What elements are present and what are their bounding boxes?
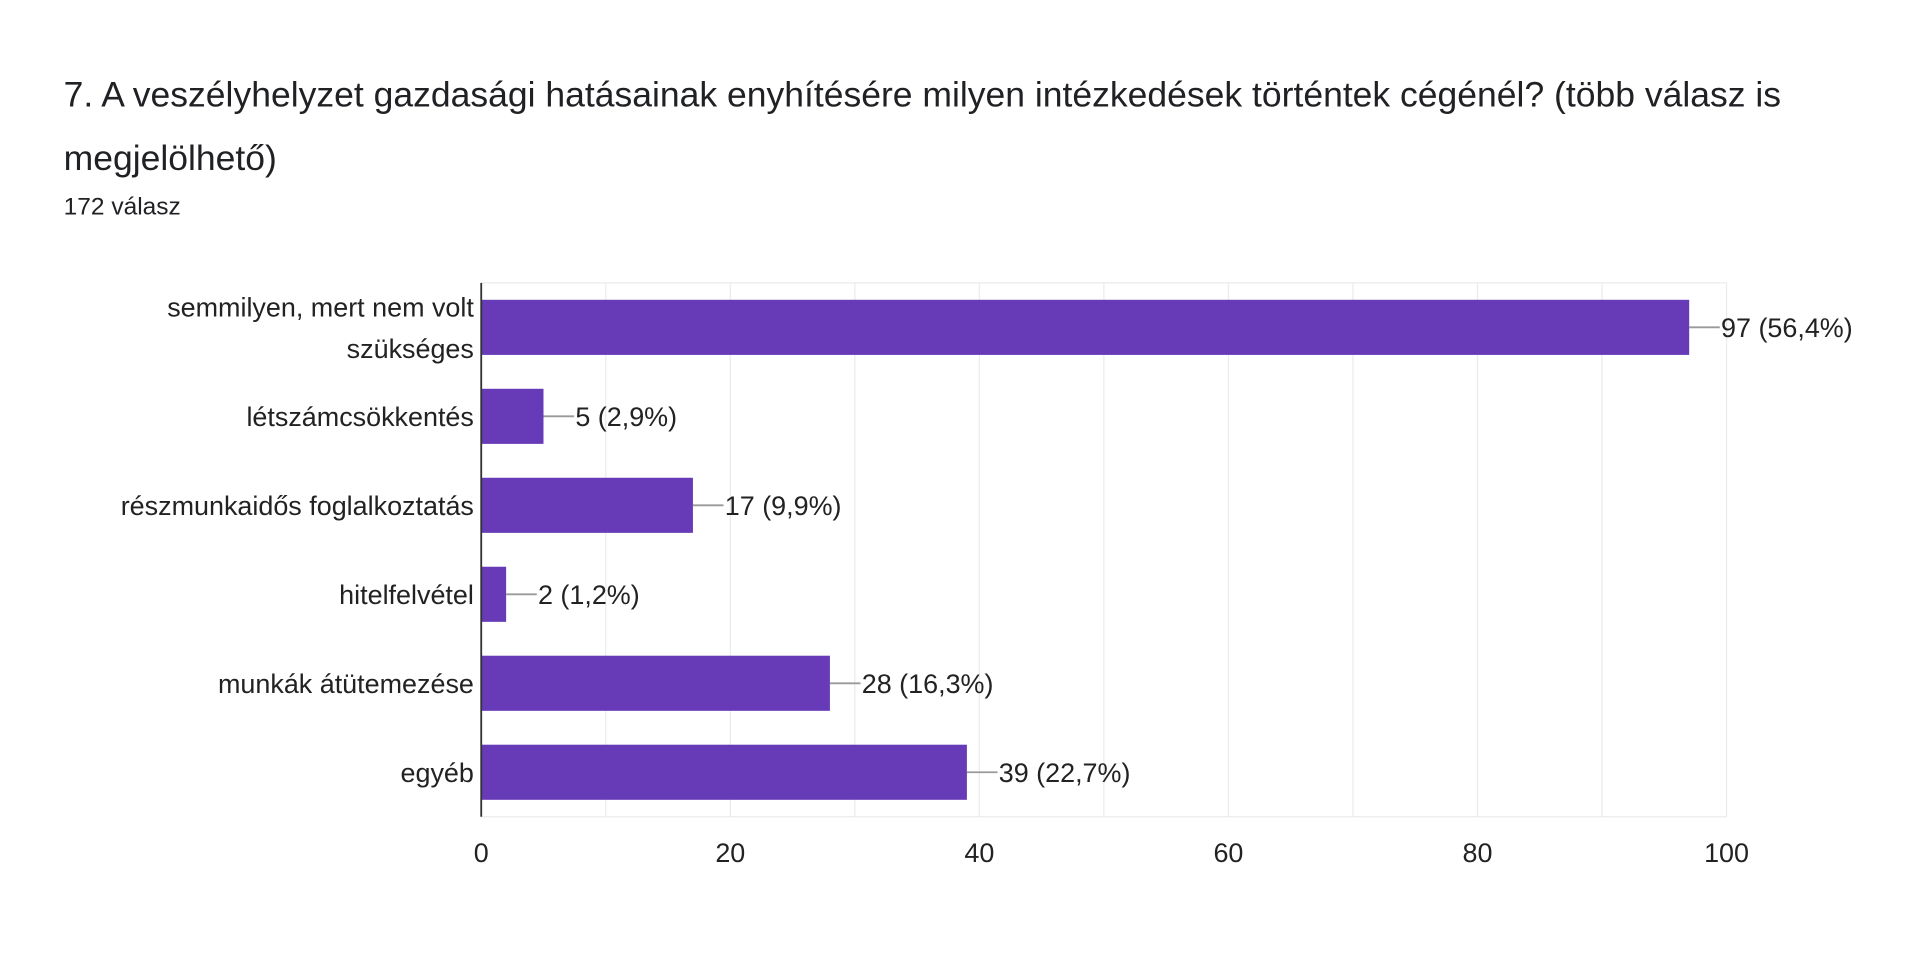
bar [481,388,544,444]
bar [481,477,693,533]
x-tick-label: 80 [1463,838,1493,868]
x-tick-label: 0 [474,838,489,868]
data-label: 28 (16,3%) [862,669,994,699]
data-label: 5 (2,9%) [575,402,677,432]
data-label: 39 (22,7%) [999,758,1131,788]
x-tick-label: 20 [715,838,745,868]
category-label: semmilyen, mert nem volt [167,292,474,322]
category-label: részmunkaidős foglalkoztatás [121,491,474,521]
bar [481,655,830,711]
bar [481,566,507,622]
bar [481,299,1690,355]
data-label: 2 (1,2%) [538,580,640,610]
category-label: hitelfelvétel [339,580,474,610]
question-title: 7. A veszélyhelyzet gazdasági hatásainak… [63,75,1782,179]
x-tick-label: 60 [1213,838,1243,868]
data-label: 97 (56,4%) [1721,313,1853,343]
category-label: munkák átütemezése [218,669,474,699]
category-label: egyéb [401,758,474,788]
x-tick-label: 40 [964,838,994,868]
category-label: létszámcsökkentés [246,402,473,432]
x-tick-label: 100 [1704,838,1749,868]
data-label: 17 (9,9%) [725,491,842,521]
bar [481,744,967,800]
category-label: szükséges [347,334,474,364]
response-count: 172 válasz [63,193,181,221]
